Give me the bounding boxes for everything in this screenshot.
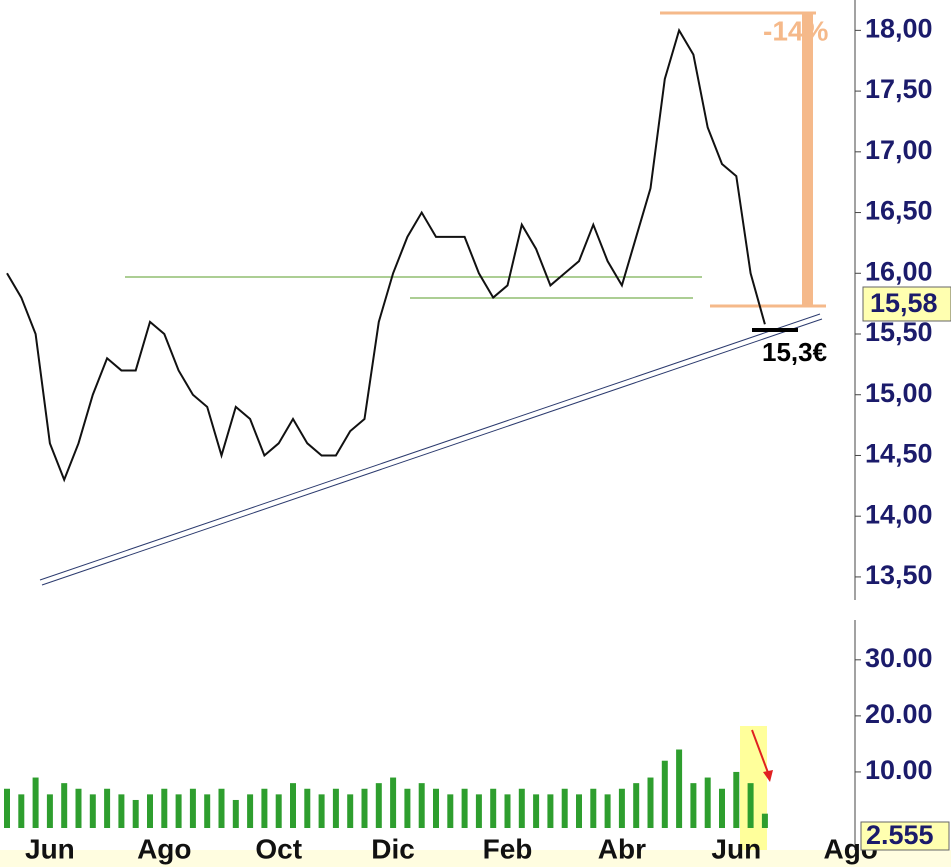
volume-bar: [618, 788, 625, 828]
volume-bar: [533, 794, 540, 828]
last-volume-label: 2.555: [866, 820, 934, 850]
arrow: [751, 729, 771, 779]
y-tick-label: 20.00: [865, 699, 933, 729]
volume-bar: [218, 788, 225, 828]
volume-bar: [161, 788, 168, 828]
volume-bar: [89, 794, 96, 828]
bracket: [802, 13, 813, 306]
x-tick-label: Ago: [137, 833, 191, 864]
volume-bar: [733, 771, 740, 828]
volume-bar: [32, 777, 39, 828]
volume-bar: [304, 788, 311, 828]
volume-bar: [404, 788, 411, 828]
trend-line: [39, 313, 821, 581]
y-tick-label: 17,00: [865, 135, 933, 165]
y-tick-label: 15,00: [865, 378, 933, 408]
volume-bar: [647, 777, 654, 828]
volume-bar: [375, 783, 382, 828]
volume-bar: [475, 794, 482, 828]
x-axis-band: [0, 850, 951, 867]
volume-bar: [261, 788, 268, 828]
volume-bar: [590, 788, 597, 828]
y-tick-label: 17,50: [865, 74, 933, 104]
last-price-box: [862, 286, 951, 322]
volume-bar: [676, 749, 683, 828]
volume-bar: [189, 788, 196, 828]
volume-bar: [390, 777, 397, 828]
y-tick-label: 14,00: [865, 499, 933, 529]
volume-bar: [633, 783, 640, 828]
x-tick-label: Jun: [711, 833, 761, 864]
y-tick-label: 10.00: [865, 755, 933, 785]
volume-bar: [461, 788, 468, 828]
volume-bar: [719, 788, 725, 828]
y-tick-label: 16,50: [865, 196, 933, 226]
drop-label: -14%: [763, 15, 828, 46]
volume-bar: [332, 788, 339, 828]
y-tick-label: 13,50: [865, 560, 933, 590]
x-tick-label: Feb: [483, 833, 533, 864]
volume-bar: [704, 777, 711, 828]
volume-bar: [75, 788, 82, 828]
volume-bar: [690, 783, 697, 828]
volume-bar: [204, 794, 211, 828]
x-tick-label: Jun: [25, 833, 75, 864]
volume-bar: [518, 788, 525, 828]
x-tick-label: Dic: [371, 833, 415, 864]
y-tick-label: 18,00: [865, 13, 933, 43]
volume-bar: [347, 794, 354, 828]
volume-bar: [318, 794, 325, 828]
volume-bar: [447, 794, 454, 828]
volume-bar: [247, 794, 254, 828]
volume-bar: [747, 783, 754, 828]
volume-bar: [118, 794, 125, 828]
y-tick-label: 14,50: [865, 439, 933, 469]
volume-bar: [46, 794, 53, 828]
arrow-head: [763, 770, 773, 782]
x-tick-label: Oct: [255, 833, 302, 864]
volume-bar: [18, 794, 25, 828]
volume-bar: [561, 788, 568, 828]
volume-bar: [61, 783, 68, 828]
volume-bar: [661, 760, 668, 828]
volume-bar: [175, 794, 182, 828]
volume-bar: [418, 783, 425, 828]
last-price-label: 15,58: [870, 288, 938, 318]
volume-bar: [361, 788, 368, 828]
y-tick-label: 30.00: [865, 643, 933, 673]
volume-bar: [132, 799, 139, 828]
target-label: 15,3€: [762, 337, 827, 367]
volume-bar: [290, 783, 296, 828]
y-tick-label: 16,00: [865, 256, 933, 286]
x-tick-label: Abr: [598, 833, 646, 864]
volume-bar: [761, 813, 768, 828]
trend-line: [41, 318, 823, 586]
volume-bar: [490, 788, 497, 828]
volume-bar: [104, 788, 111, 828]
volume-bar: [547, 794, 554, 828]
volume-bar: [147, 794, 153, 828]
last-volume-box: [860, 821, 950, 851]
volume-bar: [604, 794, 611, 828]
volume-bar: [433, 788, 439, 828]
volume-bar: [4, 788, 10, 828]
y-tick-label: 15,50: [865, 317, 933, 347]
volume-bar: [504, 794, 511, 828]
volume-bar: [275, 794, 282, 828]
volume-bar: [232, 799, 239, 828]
volume-bar: [576, 794, 582, 828]
price-line: [6, 27, 766, 483]
